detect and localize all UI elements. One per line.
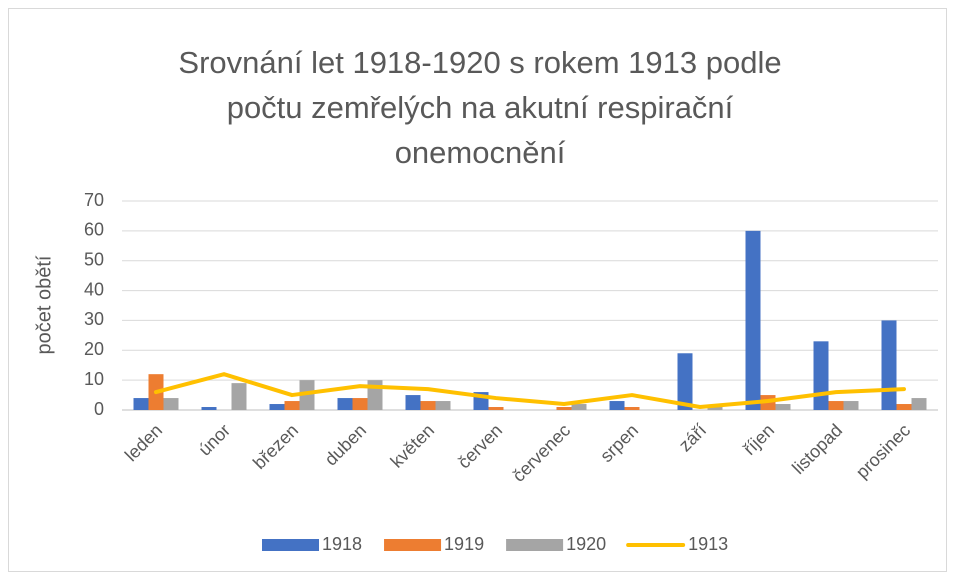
y-tick-label: 60 [84, 220, 104, 240]
bar [813, 341, 829, 410]
bar [609, 401, 625, 410]
bar [896, 404, 912, 410]
bar [707, 407, 723, 410]
line [154, 372, 906, 410]
bar [269, 404, 285, 410]
bar [911, 398, 927, 410]
y-tick-label: 50 [84, 249, 104, 269]
y-axis-label: počet obětí [33, 255, 55, 354]
y-tick-label: 20 [84, 339, 104, 359]
legend-swatch [506, 539, 564, 551]
bar [677, 353, 693, 410]
bar [420, 401, 436, 410]
legend-swatch [262, 539, 319, 551]
y-tick-label: 40 [84, 279, 104, 299]
bar [571, 404, 587, 410]
chart-title: Srovnání let 1918-1920 s rokem 1913 podl… [178, 45, 782, 170]
bar [133, 398, 149, 410]
bar [881, 320, 897, 410]
legend-label: 1918 [322, 534, 362, 554]
y-tick-label: 0 [94, 399, 104, 419]
y-tick-label: 70 [84, 190, 104, 210]
bar [163, 398, 179, 410]
bar [745, 230, 761, 410]
bar [828, 401, 844, 410]
bar [556, 407, 572, 410]
bar [435, 401, 451, 410]
y-tick-label: 30 [84, 309, 104, 329]
chart-frame [8, 8, 947, 572]
bar [488, 407, 504, 410]
bar [337, 398, 353, 410]
legend-swatch [384, 539, 442, 551]
y-tick-label: 10 [84, 369, 104, 389]
legend-label: 1920 [566, 534, 606, 554]
bar [624, 407, 640, 410]
bar [284, 401, 300, 410]
bar [405, 395, 421, 410]
bar [231, 383, 247, 410]
legend-label: 1913 [688, 534, 728, 554]
bar [352, 398, 368, 410]
bar [775, 404, 791, 410]
legend-label: 1919 [444, 534, 484, 554]
bar [201, 407, 217, 410]
bar [843, 401, 859, 410]
